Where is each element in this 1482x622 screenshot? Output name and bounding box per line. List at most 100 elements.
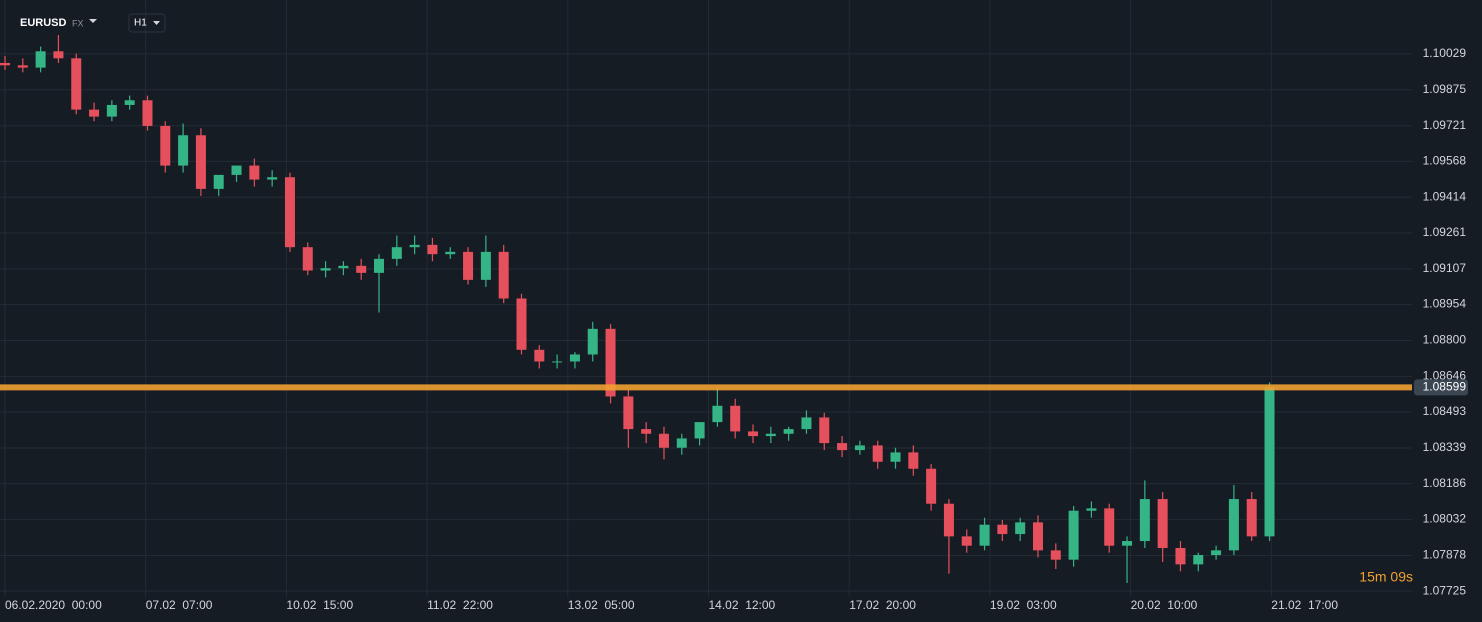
y-tick-label: 1.09261 [1423, 225, 1467, 239]
candle-body [748, 431, 759, 437]
y-tick-label: 1.09414 [1423, 189, 1467, 203]
candle-body [1228, 499, 1239, 551]
symbol[interactable]: EURUSD [20, 17, 67, 29]
candle-body [730, 405, 741, 432]
candle-body [605, 328, 616, 397]
candles [0, 34, 1412, 584]
candle-body [1175, 548, 1186, 565]
x-tick-label: 06.02.2020 00:00 [5, 598, 102, 612]
candle-body [71, 58, 82, 110]
candle-body [854, 445, 865, 451]
x-tick-label: 10.02 15:00 [286, 598, 353, 612]
y-tick-label: 1.10029 [1423, 46, 1467, 60]
candle-body [267, 177, 278, 180]
candle-body [1015, 522, 1026, 535]
x-tick-label: 21.02 17:00 [1271, 598, 1338, 612]
y-tick-label: 1.09568 [1423, 154, 1467, 168]
candle-body [0, 62, 10, 66]
candle-body [1211, 550, 1222, 556]
x-tick-label: 19.02 03:00 [990, 598, 1057, 612]
candle-body [1139, 499, 1150, 542]
x-tick-label: 07.02 07:00 [146, 598, 213, 612]
candle-body [552, 361, 563, 363]
y-tick-label: 1.08646 [1423, 369, 1467, 383]
candle-body [997, 524, 1008, 535]
countdown: 15m 09s [1359, 569, 1413, 585]
y-tick-label: 1.07725 [1423, 583, 1467, 597]
candle-body [480, 251, 491, 280]
x-tick-label: 14.02 12:00 [709, 598, 776, 612]
candle-body [17, 65, 28, 68]
candle-body [284, 177, 295, 248]
candle-body [1122, 541, 1133, 546]
candle-body [427, 244, 438, 255]
candle-body [89, 109, 100, 117]
axes: 1.07725 1.07878 1.08032 1.08186 1.08339 1.084… [5, 46, 1468, 612]
current-price-label: 1.08599 [1423, 380, 1467, 394]
candle-body [142, 100, 153, 126]
candle-body [356, 265, 367, 273]
candle-body [374, 258, 385, 273]
y-tick-label: 1.09107 [1423, 261, 1467, 275]
candle-body [658, 433, 669, 448]
candle-body [801, 417, 812, 430]
candle-body [534, 349, 545, 362]
candle-body [213, 174, 224, 189]
candle-body [463, 251, 474, 280]
candle-body [979, 524, 990, 546]
candle-body [302, 247, 313, 271]
candle-body [1050, 550, 1061, 560]
market: FX [72, 18, 84, 28]
y-tick-label: 1.08800 [1423, 333, 1467, 347]
candle-body [1246, 499, 1257, 537]
candle-body [249, 165, 260, 180]
candle-body [1068, 510, 1079, 560]
candle-body [819, 417, 830, 444]
y-tick-label: 1.07878 [1423, 548, 1467, 562]
candle-body [1032, 522, 1043, 551]
timeframe[interactable]: H1 [134, 18, 147, 29]
candle-body [124, 100, 135, 105]
y-tick-label: 1.08493 [1423, 404, 1467, 418]
x-tick-label: 11.02 22:00 [427, 598, 493, 612]
candle-body [623, 396, 634, 430]
candle-body [569, 354, 580, 362]
candle-body [926, 468, 937, 504]
candle-body [445, 251, 456, 255]
timeframe-dropdown[interactable] [153, 21, 160, 25]
candle-body [516, 298, 527, 350]
x-tick-label: 20.02 10:00 [1131, 598, 1198, 612]
candle-body [890, 452, 901, 462]
grid [0, 0, 1412, 597]
candle-body [1157, 499, 1168, 549]
candle-body [53, 51, 64, 59]
candle-body [837, 443, 848, 451]
candle-body [1264, 387, 1275, 537]
x-tick-label: 13.02 05:00 [568, 598, 635, 612]
candle-body [765, 433, 776, 437]
candle-body [231, 165, 242, 175]
candle-body [1086, 508, 1097, 511]
candle-body [783, 429, 794, 434]
y-tick-label: 1.09721 [1423, 118, 1467, 132]
candle-body [35, 51, 46, 68]
candle-body [391, 247, 402, 259]
symbol-dropdown[interactable] [89, 19, 97, 23]
y-tick-label: 1.08954 [1423, 297, 1467, 311]
candle-body [178, 135, 189, 166]
candle-body [1193, 555, 1204, 565]
candle-body [694, 422, 705, 439]
candle-body [587, 328, 598, 355]
candle-body [961, 536, 972, 546]
candle-body [409, 244, 420, 248]
candle-body [338, 265, 349, 269]
candle-body [676, 438, 687, 448]
x-tick-label: 17.02 20:00 [849, 598, 916, 612]
candle-body [872, 445, 883, 462]
candle-body [160, 125, 171, 166]
candle-body [498, 251, 509, 299]
timeframe-button[interactable] [128, 13, 166, 33]
candle-body [106, 104, 117, 117]
